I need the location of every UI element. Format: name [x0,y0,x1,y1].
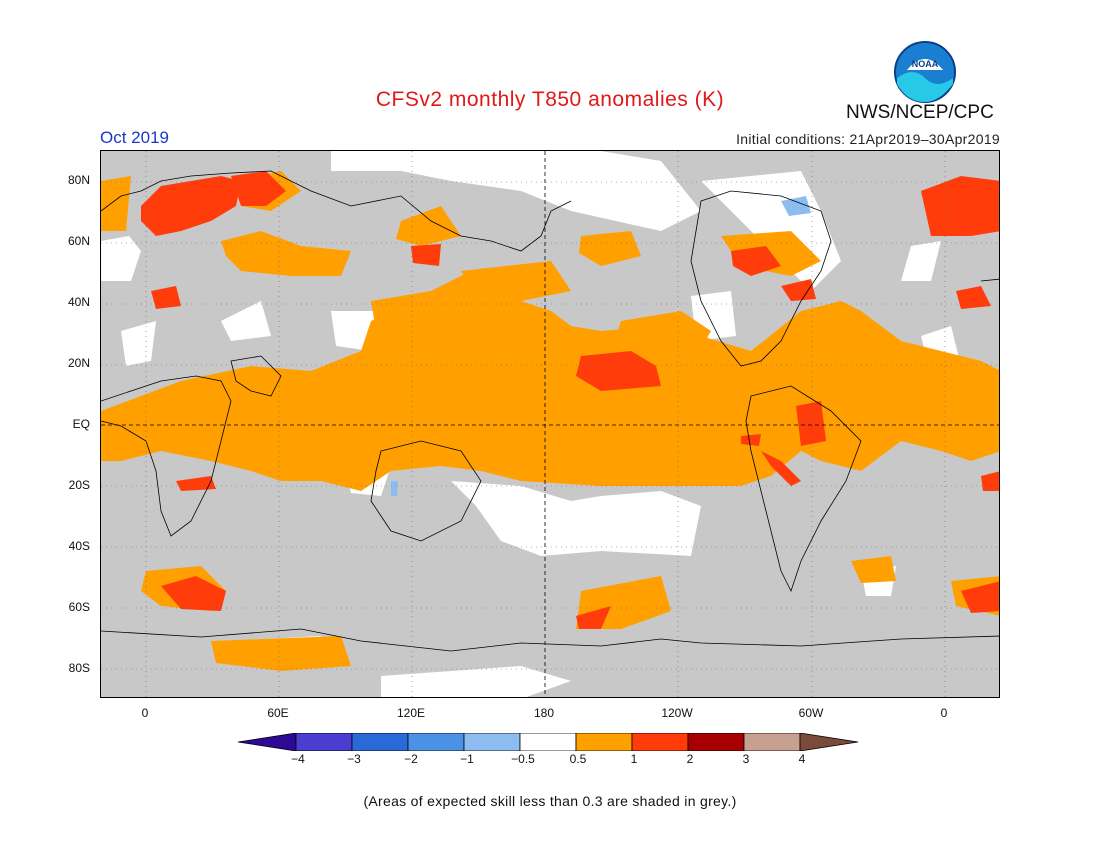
colorbar-label-1: 1 [630,752,638,766]
colorbar-segment [295,733,353,751]
coastlines [101,170,999,652]
lon-label-60e: 60E [267,706,289,720]
map-plot [101,151,999,697]
colorbar-segment [631,733,689,751]
forecast-month: Oct 2019 [100,128,169,147]
lat-label-80s: 80S [68,661,90,675]
colorbar-segment [743,733,801,751]
colorbar-label-minus0-5: −0.5 [511,752,535,766]
lat-label-60s: 60S [68,600,90,614]
noaa-logo: NOAA [894,41,956,103]
colorbar-label-minus4: −4 [291,752,305,766]
lat-label-40n: 40N [67,295,90,309]
lat-label-80n: 80N [67,173,90,187]
colorbar-segment [575,733,633,751]
chart-title: CFSv2 monthly T850 anomalies (K) [375,88,725,111]
lat-label-20n: 20N [67,356,90,370]
colorbar-segment [407,733,465,751]
colorbar-label-minus2: −2 [404,752,418,766]
initial-conditions: Initial conditions: 21Apr2019–30Apr2019 [736,131,1000,147]
grid-lines [101,151,999,697]
reference-lines [101,151,999,697]
lon-label-0: 0 [141,706,149,720]
colorbar-label-0-5: 0.5 [569,752,587,766]
lon-label-0-east: 0 [940,706,948,720]
footnote: (Areas of expected skill less than 0.3 a… [363,793,737,809]
colorbar-segment [687,733,745,751]
lat-label-20s: 20S [68,478,90,492]
lon-label-120w: 120W [661,706,693,720]
colorbar-segment [351,733,409,751]
strong-warm-regions [141,171,999,629]
lat-label-40s: 40S [68,539,90,553]
cool-anomaly-regions [391,196,811,496]
warm-anomaly-regions [101,171,999,671]
colorbar-segment [463,733,521,751]
lat-label-eq: EQ [72,417,90,431]
lon-label-120e: 120E [396,706,426,720]
colorbar-label-minus1: −1 [460,752,474,766]
colorbar [238,733,859,751]
lon-label-180: 180 [533,706,555,720]
logo-text: NOAA [912,59,939,69]
colorbar-label-4: 4 [798,752,806,766]
colorbar-label-minus3: −3 [347,752,361,766]
colorbar-label-2: 2 [686,752,694,766]
lon-label-60w: 60W [798,706,824,720]
lat-label-60n: 60N [67,234,90,248]
colorbar-segment [519,733,577,751]
colorbar-arrow-left [238,733,297,751]
agency-label: NWS/NCEP/CPC [846,102,994,123]
anomaly-map [100,150,1000,698]
colorbar-label-3: 3 [742,752,750,766]
colorbar-arrow-right [799,733,859,751]
